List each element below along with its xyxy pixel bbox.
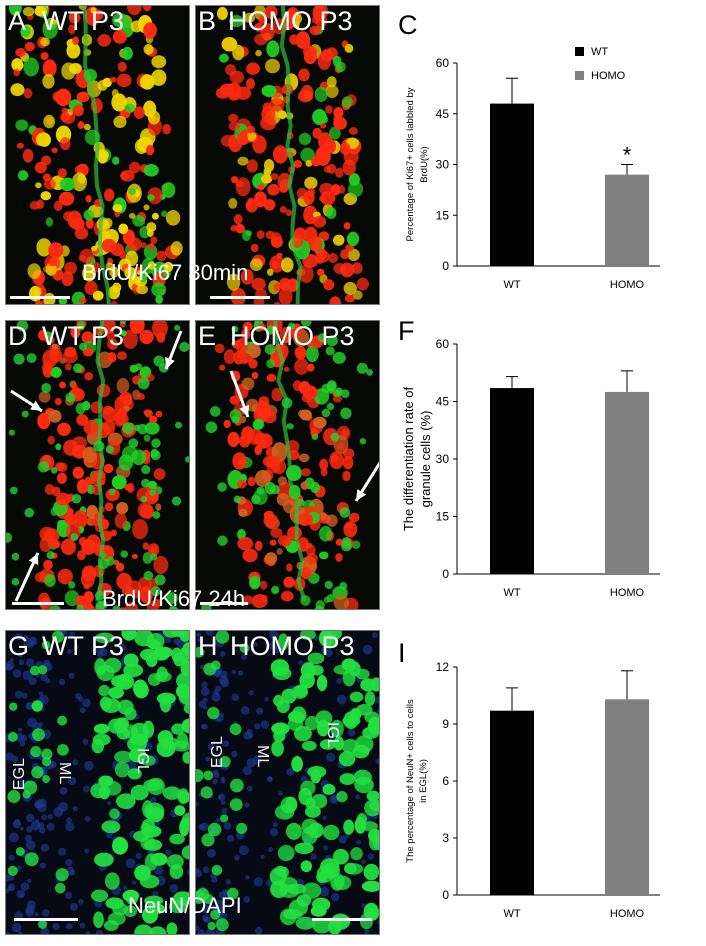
scale-bar-H <box>312 918 372 921</box>
panel-letter-G: G <box>8 631 30 661</box>
micrograph-B <box>195 5 380 305</box>
panel-letter-F: F <box>398 316 415 346</box>
y-tick-label: 0 <box>442 888 449 902</box>
chart-F: 0 15 30 45 60 WT HOMO The differentiation rate … <box>395 330 695 610</box>
x-tick-label: WT <box>503 279 520 291</box>
panel-letter-I: I <box>398 638 406 668</box>
legend-swatch <box>575 47 584 56</box>
y-tick-label: 30 <box>436 452 450 466</box>
panel-title-B: HOMO P3 <box>228 6 353 36</box>
y-axis-label: BrdU(%) <box>419 146 430 182</box>
y-tick-label: 30 <box>436 158 450 172</box>
y-tick-label: 3 <box>442 831 449 845</box>
y-tick-label: 60 <box>436 56 450 70</box>
panel-letter-C: C <box>398 10 418 40</box>
legend-label: WT <box>591 46 608 58</box>
micrograph-A <box>5 5 190 305</box>
layer-label-H-igl: IGL <box>324 722 341 748</box>
y-tick-label: 15 <box>436 208 450 222</box>
y-axis-label: Percentage of Ki67+ cells labbled by <box>405 87 416 241</box>
panel-title-H: HOMO P3 <box>230 631 355 661</box>
layer-label-G-igl: IGL <box>134 748 151 774</box>
panel-letter-H: H <box>198 631 218 661</box>
panel-letter-E: E <box>198 321 217 351</box>
panel-title-E: HOMO P3 <box>230 321 355 351</box>
bar-wt <box>490 388 534 574</box>
y-tick-label: 6 <box>442 774 449 788</box>
x-tick-label: WT <box>503 908 520 920</box>
panel-title-G: WT P3 <box>42 631 125 661</box>
bar-homo <box>605 391 649 574</box>
micrograph-E <box>195 320 380 610</box>
bar-homo <box>605 174 649 266</box>
micrograph-D <box>5 320 190 610</box>
overlay-row3: NeuN/DAPI <box>128 893 242 918</box>
y-tick-label: 45 <box>436 107 450 121</box>
y-tick-label: 45 <box>436 395 450 409</box>
chart-C: 0 15 30 45 60 WT HOMO * Percentage of Ki67+ cell… <box>395 40 695 300</box>
y-tick-label: 0 <box>442 567 449 581</box>
layer-label-G-ml: ML <box>56 762 73 785</box>
bar-homo <box>605 699 649 895</box>
overlay-row1: BrdU/Ki67 30min <box>82 260 249 285</box>
significance-mark: * <box>623 143 632 168</box>
bar-wt <box>490 103 534 266</box>
legend-swatch <box>575 71 584 80</box>
scale-bar-B <box>210 296 270 299</box>
legend-label: HOMO <box>591 70 626 82</box>
x-tick-label: WT <box>503 587 520 599</box>
panel-title-D: WT P3 <box>42 321 125 351</box>
y-axis-label: The differentiation rate of <box>401 386 416 531</box>
y-axis-label: The percentage of NeuN+ cells to cells <box>405 699 416 863</box>
scale-bar-A <box>10 296 70 299</box>
layer-label-H-egl: EGL <box>209 735 226 768</box>
panel-letter-A: A <box>8 6 27 36</box>
layer-label-H-ml: ML <box>254 745 271 768</box>
bar-wt <box>490 710 534 895</box>
y-tick-label: 60 <box>436 337 450 351</box>
panel-title-A: WT P3 <box>42 6 125 36</box>
x-tick-label: HOMO <box>610 908 645 920</box>
micrograph-G <box>5 630 190 935</box>
y-tick-label: 12 <box>436 660 450 674</box>
scale-bar-G <box>14 918 78 921</box>
micrograph-H <box>195 630 380 935</box>
scale-bar-D <box>12 602 64 605</box>
y-tick-label: 0 <box>442 259 449 273</box>
y-tick-label: 9 <box>442 717 449 731</box>
chart-I: 0 3 6 9 12 WT HOMO The percentage of NeuN+ cell… <box>395 650 695 930</box>
x-tick-label: HOMO <box>610 587 645 599</box>
y-axis-label: granule cells (%) <box>418 411 433 508</box>
scale-bar-E <box>200 602 248 605</box>
y-axis-label: in EGL(%) <box>418 759 429 803</box>
overlay-row2: BrdU/Ki67 24h <box>102 586 246 611</box>
x-tick-label: HOMO <box>610 279 645 291</box>
panel-letter-D: D <box>8 321 28 351</box>
y-tick-label: 15 <box>436 510 450 524</box>
panel-letter-B: B <box>198 6 217 36</box>
layer-label-G-egl: EGL <box>11 757 28 790</box>
